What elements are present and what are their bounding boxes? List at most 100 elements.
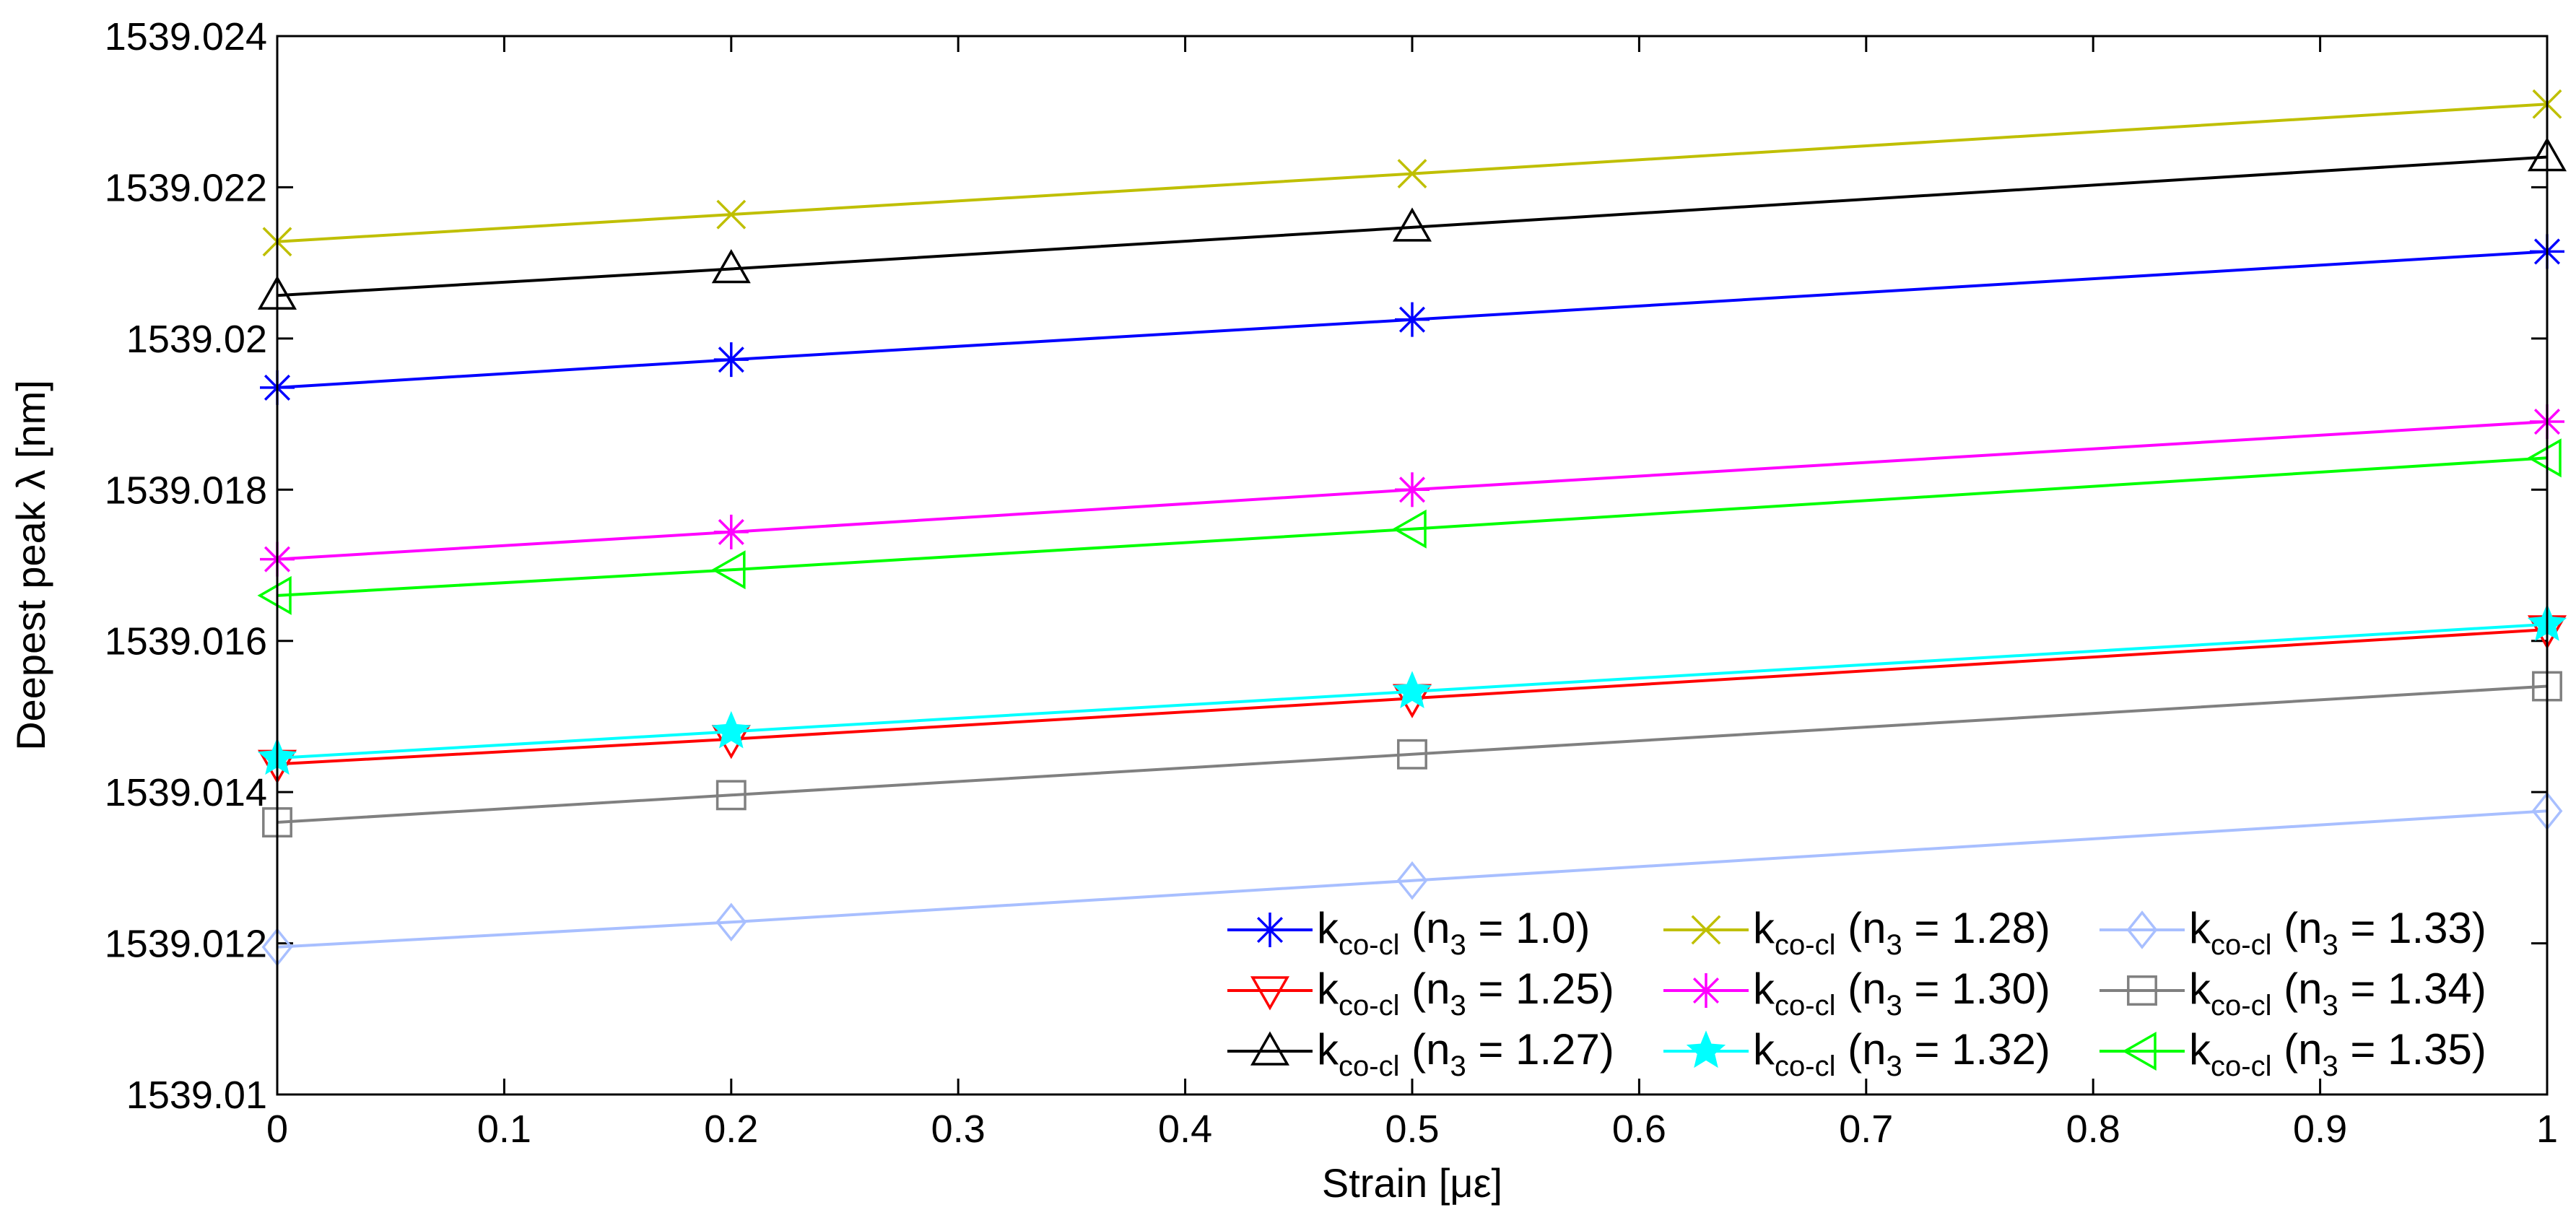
legend-label: kco-cl (n3 = 1.28) [1753, 904, 2050, 961]
asterisk-marker [713, 342, 749, 378]
legend-label: kco-cl (n3 = 1.35) [2189, 1025, 2486, 1082]
x-tick-label: 0.8 [2066, 1107, 2120, 1151]
legend-label-main: k [1317, 904, 1339, 952]
series-line [277, 622, 2548, 760]
data-point-marker [1397, 739, 1427, 770]
x-tick-label: 1 [2536, 1107, 2558, 1151]
x-tick-label: 0.5 [1385, 1107, 1439, 1151]
data-point-marker [2126, 910, 2158, 949]
legend-label-main: k [1753, 1025, 1775, 1074]
legend-label-idx: 3 [1886, 929, 1902, 961]
data-point-marker [716, 199, 747, 230]
series-line [277, 684, 2548, 824]
y-tick-label: 1539.022 [105, 166, 267, 209]
series-n3-1-35 [257, 438, 2562, 615]
square-marker [1397, 739, 1427, 770]
star-marker [1686, 1030, 1726, 1069]
asterisk-marker [1689, 973, 1723, 1008]
data-point-marker [1396, 861, 1428, 900]
legend-label-idx: 3 [2322, 990, 2338, 1022]
legend-label-open: (n [1835, 1025, 1886, 1074]
legend-item: kco-cl (n3 = 1.28) [1663, 904, 2050, 961]
series-line [277, 456, 2548, 597]
star-marker [711, 710, 751, 749]
triangle-left-marker [711, 550, 746, 590]
legend-label-main: k [2189, 904, 2211, 952]
square-marker [2127, 975, 2157, 1006]
legend-label: kco-cl (n3 = 1.33) [2189, 904, 2486, 961]
triangle-left-marker [2122, 1031, 2157, 1071]
data-point-marker [713, 514, 749, 549]
data-point-marker [1250, 976, 1290, 1011]
legend-item: kco-cl (n3 = 1.32) [1663, 1025, 2050, 1082]
legend-label-sub: co-cl [2211, 990, 2271, 1022]
legend-item: kco-cl (n3 = 1.35) [2099, 1025, 2486, 1082]
x-tick-labels: 0 0.1 0.2 0.3 0.4 0.5 0.6 0.7 0.8 0.9 1 [266, 1107, 2558, 1151]
x-axis-label: Strain [με] [1322, 1160, 1502, 1206]
legend-item: kco-cl (n3 = 1.30) [1663, 965, 2050, 1022]
y-tick-label: 1539.018 [105, 469, 267, 512]
series-line [277, 155, 2548, 297]
legend-label-open: (n [2271, 904, 2322, 952]
asterisk-marker [713, 514, 749, 549]
legend-label-sub: co-cl [2211, 929, 2271, 961]
legend-label-rest: = 1.33) [2338, 904, 2486, 952]
legend-label-rest: = 1.25) [1466, 965, 1614, 1013]
legend-label-open: (n [2271, 1025, 2322, 1074]
x-tick-label: 0.2 [704, 1107, 758, 1151]
legend-label-idx: 3 [1450, 990, 1466, 1022]
legend-label: kco-cl (n3 = 1.27) [1317, 1025, 1614, 1082]
legend-label-idx: 3 [1886, 990, 1902, 1022]
x-tick-label: 0.4 [1158, 1107, 1212, 1151]
legend-label-open: (n [1399, 904, 1450, 952]
data-point-marker [1395, 472, 1430, 508]
legend-label-main: k [2189, 1025, 2211, 1074]
legend-label-rest: = 1.30) [1902, 965, 2050, 1013]
legend-label-main: k [1317, 965, 1339, 1013]
series-line [277, 103, 2548, 243]
diamond-marker [1396, 861, 1428, 900]
legend-label-open: (n [1835, 904, 1886, 952]
legend-label-open: (n [2271, 965, 2322, 1013]
data-point-marker [711, 248, 751, 284]
legend-label-sub: co-cl [1775, 929, 1835, 961]
legend-label-open: (n [1399, 1025, 1450, 1074]
x-marker [1397, 159, 1427, 189]
triangle-left-marker [2527, 438, 2562, 478]
legend-item: kco-cl (n3 = 1.33) [2099, 904, 2486, 961]
legend-label-open: (n [1399, 965, 1450, 1013]
series-line [277, 628, 2548, 766]
plot-frame [276, 35, 2549, 1096]
legend-label-main: k [1753, 965, 1775, 1013]
legend-label-idx: 3 [1450, 1050, 1466, 1082]
y-tick-labels: 1539.01 1539.012 1539.014 1539.016 1539.018 1… [105, 15, 267, 1117]
asterisk-marker [1395, 472, 1430, 508]
legend-label: kco-cl (n3 = 1.25) [1317, 965, 1614, 1022]
legend-label-idx: 3 [2322, 929, 2338, 961]
series-line [277, 250, 2548, 389]
star-marker [1392, 671, 1432, 708]
legend-label-main: k [1317, 1025, 1339, 1074]
legend: kco-cl (n3 = 1.0) kco-cl (n3 = 1.28) kco-c… [1227, 904, 2486, 1082]
data-point-marker [713, 342, 749, 378]
data-point-marker [1392, 671, 1432, 708]
y-axis-label: Deepest peak λ [nm] [8, 380, 53, 751]
legend-label-rest: = 1.0) [1466, 904, 1591, 952]
triangle-up-marker [1250, 1031, 1290, 1066]
triangle-left-marker [1392, 509, 1427, 549]
y-tick-label: 1539.024 [105, 15, 267, 58]
data-point-marker [1253, 913, 1287, 947]
asterisk-marker [1395, 302, 1430, 337]
x-tick-label: 0.1 [477, 1107, 531, 1151]
data-point-marker [257, 575, 292, 615]
legend-label-rest: = 1.27) [1466, 1025, 1614, 1074]
triangle-up-marker [1392, 207, 1432, 242]
series-layer [257, 89, 2567, 967]
legend-label-sub: co-cl [2211, 1050, 2271, 1082]
x-tick-label: 0 [266, 1107, 288, 1151]
legend-label-sub: co-cl [1775, 990, 1835, 1022]
data-point-marker [1395, 302, 1430, 337]
data-point-marker [2527, 438, 2562, 478]
series-line [277, 809, 2548, 949]
